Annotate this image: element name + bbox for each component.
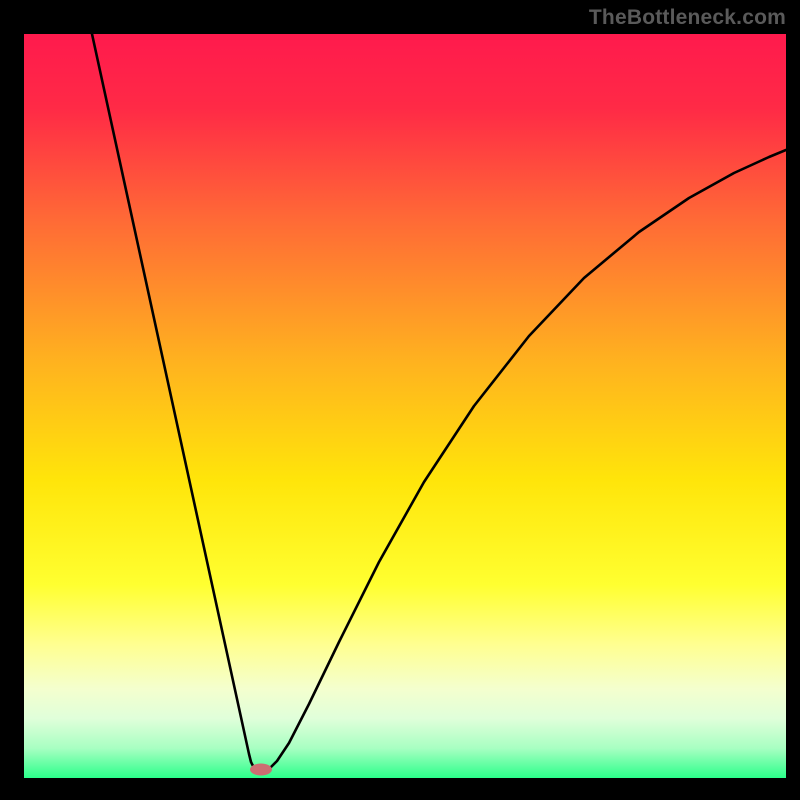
marker-ellipse-svg	[249, 762, 273, 776]
watermark-text: TheBottleneck.com	[589, 6, 786, 30]
bottleneck-curve	[92, 34, 786, 772]
minimum-marker-ellipse	[250, 763, 272, 775]
curve-svg	[24, 34, 786, 778]
chart-frame: TheBottleneck.com	[0, 0, 800, 800]
plot-area	[24, 34, 786, 778]
minimum-marker	[249, 762, 273, 781]
